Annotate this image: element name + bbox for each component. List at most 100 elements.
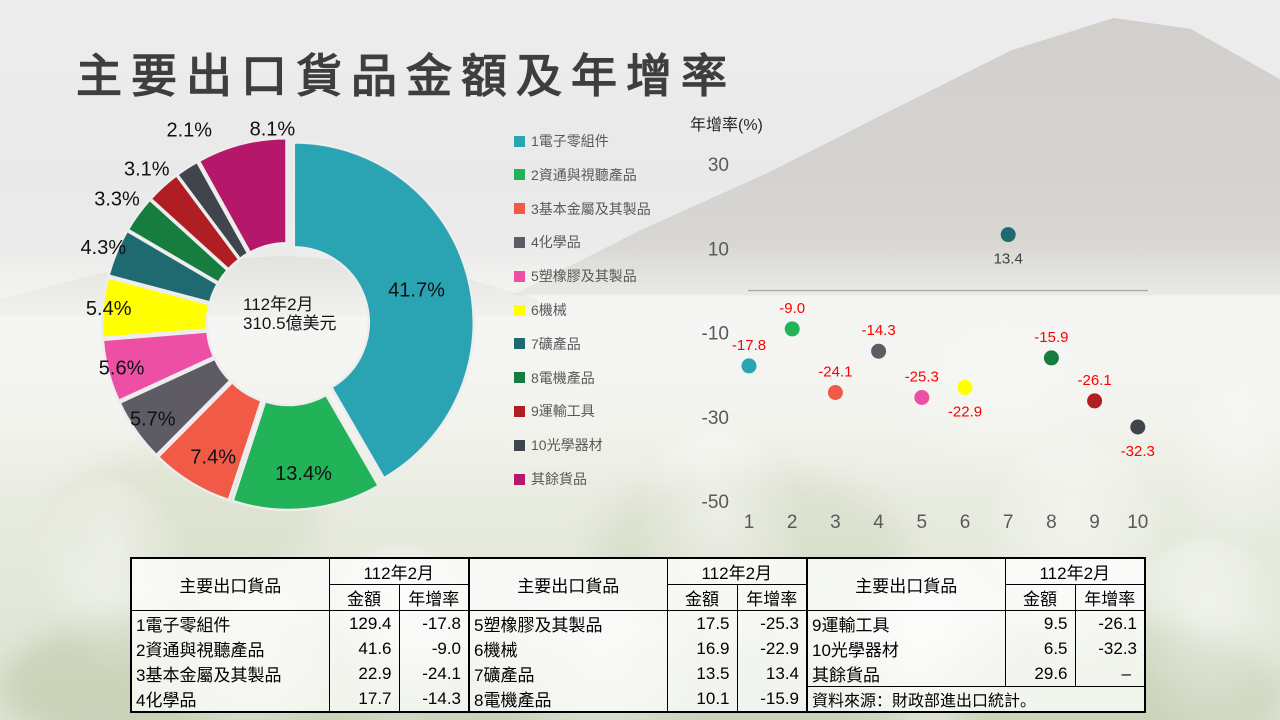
legend-swatch [514,405,525,417]
donut-center-line1: 112年2月 [243,295,314,314]
y-tick-label: -30 [702,408,729,429]
x-tick-label: 2 [787,512,798,533]
donut-center-label: 112年2月 310.5億美元 [243,295,337,333]
x-tick-label: 9 [1089,512,1100,533]
scatter-point [1087,393,1103,409]
legend-item: 8電機產品 [514,368,595,388]
legend-swatch [514,203,525,215]
donut-slice-label: 5.7% [130,409,176,431]
scatter-point-label: -9.0 [779,300,805,317]
cell-yoy: -9.0 [398,636,470,661]
legend-swatch [514,135,525,147]
table-row: 1電子零組件 129.4 -17.8 [130,610,470,636]
table-row: 7礦產品 13.5 13.4 [468,661,808,686]
table-row: 10光學器材 6.5 -32.3 [806,636,1146,661]
table-row: 其餘貨品 29.6– [806,661,1146,687]
cell-yoy: -25.3 [736,610,808,636]
legend-swatch [514,236,525,248]
cell-product-name: 10光學器材 [806,636,1006,661]
cell-product-name: 其餘貨品 [806,661,1006,687]
legend-item: 5塑橡膠及其製品 [514,266,637,286]
scatter-point-label: 13.4 [994,251,1023,268]
table-header-period: 112年2月 [1004,558,1146,585]
scatter-point-label: -25.3 [905,369,939,386]
table-header-amount: 金額 [328,584,400,611]
cell-yoy: – [1074,661,1146,687]
y-tick-label: -50 [702,492,729,513]
cell-product-name: 5塑橡膠及其製品 [468,610,668,636]
x-tick-label: 6 [960,512,971,533]
legend-swatch [514,304,525,316]
x-tick-label: 5 [917,512,928,533]
table-header-period: 112年2月 [328,558,470,585]
table-header-amount: 金額 [666,584,738,611]
y-tick-label: 10 [708,239,729,260]
x-tick-label: 7 [1003,512,1014,533]
legend-item-label: 2資通與視聽產品 [531,166,637,183]
cell-yoy: -22.9 [736,636,808,661]
scatter-point [914,390,930,405]
donut-slice [230,393,381,512]
scatter-point-label: -32.3 [1121,443,1155,460]
donut-chart: 41.7% 13.4% 7.4% 5.7% 5.6% 5.4% 4.3% 3.3% 3.1% 2.… [81,119,475,512]
legend-item: 10光學器材 [514,435,603,455]
donut-slice-label: 2.1% [167,120,213,142]
calla-lily-shape [895,330,1115,490]
donut-slice [117,357,233,457]
x-tick-label: 1 [744,512,755,533]
scatter-title: 年增率(%) [690,117,763,134]
cell-amount: 13.5 [666,661,738,686]
legend-item: 其餘貨品 [514,469,587,489]
donut-slice-label: 5.4% [86,298,132,320]
table-header-products: 主要出口貨品 [468,558,668,611]
donut-slice [197,136,288,255]
legend-item-label: 8電機產品 [531,369,595,386]
legend-item-label: 9運輸工具 [531,403,595,420]
table-header-yoy: 年增率 [398,584,470,611]
cell-amount: 17.5 [666,610,738,636]
scatter-point-label: -14.3 [861,322,895,339]
export-table-2: 主要出口貨品 112年2月 金額 年增率 5塑橡膠及其製品 17.5 -25.3 6機械 16.… [468,557,808,713]
x-tick-label: 4 [873,512,884,533]
scatter-point-label: -15.9 [1034,329,1068,346]
legend-item-label: 4化學品 [531,234,581,251]
donut-slice-label: 4.3% [81,237,127,259]
cell-product-name: 6機械 [468,636,668,661]
table-row: 3基本金屬及其製品 22.9 -24.1 [130,661,470,686]
cell-amount: 16.9 [666,636,738,661]
table-header-period: 112年2月 [666,558,808,585]
donut-slice [100,275,212,340]
cell-amount: 22.9 [328,661,400,686]
export-table-3: 主要出口貨品 112年2月 金額 年增率 9運輸工具 9.5 -26.1 10光學器材 6.5-… [806,557,1146,713]
scatter-point [1000,227,1016,243]
legend-item-label: 1電子零組件 [531,133,609,149]
y-tick-label: -10 [702,324,729,345]
donut-slice-label: 7.4% [190,446,236,468]
cell-product-name: 7礦產品 [468,661,668,686]
scatter-point [1043,350,1059,366]
donut-slice-label: 3.3% [94,189,140,211]
cell-product-name: 2資通與視聽產品 [130,636,330,661]
cell-amount: 6.5 [1004,636,1076,661]
export-tables: 主要出口貨品 112年2月 金額 年增率 1電子零組件 129.4 -17.8 2資通與視聽產… [130,557,1146,713]
table-header-products: 主要出口貨品 [806,558,1006,611]
scatter-point [741,358,757,374]
cell-yoy: -15.9 [736,686,808,712]
cell-amount: 29.6 [1004,661,1076,687]
legend-swatch [514,169,525,181]
legend-item: 2資通與視聽產品 [514,165,637,185]
table-header-yoy: 年增率 [1074,584,1146,611]
donut-slice-label: 5.6% [99,358,145,380]
scatter-point [1130,419,1146,435]
legend-swatch [514,270,525,282]
table-row: 8電機產品 10.1 -15.9 [468,686,808,712]
scatter-chart: 30 10 -10 -30 -50 1 2 3 4 5 6 7 8 9 10 -17.8 -9.0 -24.1 -1… [702,155,1155,533]
page-title: 主要出口貨品金額及年增率 [76,50,736,102]
x-tick-label: 3 [830,512,841,533]
cell-yoy: -14.3 [398,686,470,712]
cell-product-name: 8電機產品 [468,686,668,712]
legend-item: 6機械 [514,300,567,320]
scatter-point [871,343,887,359]
donut-slice [106,229,220,305]
